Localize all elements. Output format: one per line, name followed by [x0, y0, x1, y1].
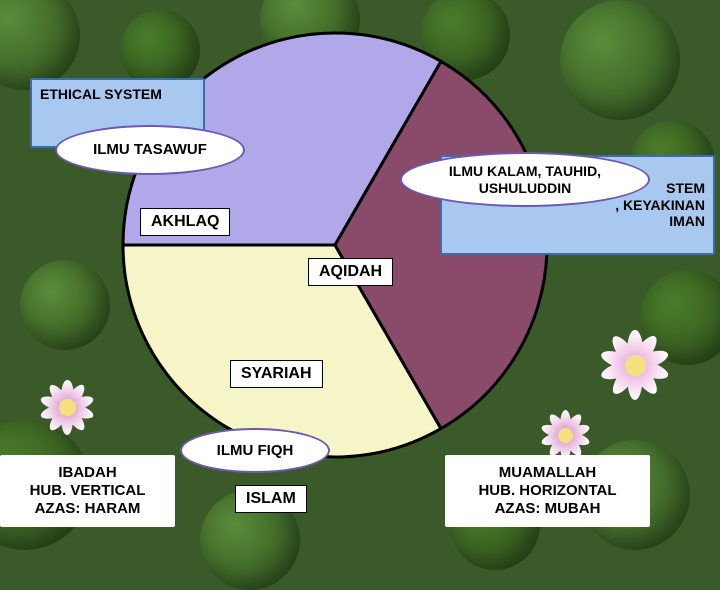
callout-ibadah: IBADAH HUB. VERTICAL AZAS: HARAM	[0, 455, 175, 527]
callout-tasawuf: ILMU TASAWUF	[55, 125, 245, 175]
ibadah-line: AZAS: HARAM	[35, 500, 141, 518]
kalam-line: ILMU KALAM, TAUHID,	[449, 163, 601, 179]
callout-kalam: ILMU KALAM, TAUHID, USHULUDDIN	[400, 152, 650, 207]
sector-label-aqidah: AQIDAH	[308, 258, 393, 286]
sector-label-text: SYARIAH	[241, 365, 312, 382]
callout-ethical-label: ETHICAL SYSTEM	[40, 86, 162, 103]
callout-muamallah: MUAMALLAH HUB. HORIZONTAL AZAS: MUBAH	[445, 455, 650, 527]
muamallah-line: AZAS: MUBAH	[495, 500, 601, 518]
sector-label-akhlaq: AKHLAQ	[140, 208, 230, 236]
sector-label-text: AKHLAQ	[151, 213, 219, 230]
callout-fiqh: ILMU FIQH	[180, 428, 330, 473]
callout-fiqh-label: ILMU FIQH	[217, 442, 294, 459]
ibadah-line: IBADAH	[58, 464, 116, 482]
sector-label-text: AQIDAH	[319, 263, 382, 280]
callout-tasawuf-label: ILMU TASAWUF	[93, 141, 207, 158]
muamallah-line: HUB. HORIZONTAL	[478, 482, 616, 500]
muamallah-line: MUAMALLAH	[499, 464, 596, 482]
ibadah-line: HUB. VERTICAL	[30, 482, 146, 500]
belief-line: IMAN	[669, 213, 705, 230]
belief-line: , KEYAKINAN	[615, 197, 705, 214]
belief-line: STEM	[666, 180, 705, 197]
label-text: ISLAM	[246, 490, 296, 507]
sector-label-syariah: SYARIAH	[230, 360, 323, 388]
kalam-line: USHULUDDIN	[479, 180, 572, 196]
label-islam: ISLAM	[235, 485, 307, 513]
